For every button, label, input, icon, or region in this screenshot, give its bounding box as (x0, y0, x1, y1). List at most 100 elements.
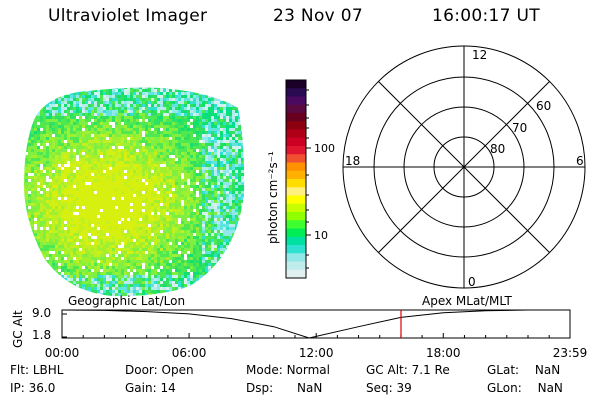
image-pixel (172, 251, 175, 254)
image-pixel (151, 122, 154, 125)
image-pixel (85, 260, 88, 263)
image-pixel (169, 209, 172, 212)
image-pixel (226, 152, 229, 155)
image-pixel (214, 176, 217, 179)
image-pixel (100, 140, 103, 143)
image-pixel (52, 149, 55, 152)
image-pixel (154, 278, 157, 281)
image-pixel (232, 152, 235, 155)
image-pixel (208, 257, 211, 260)
image-pixel (241, 251, 244, 254)
image-pixel (49, 248, 52, 251)
image-pixel (187, 257, 190, 260)
image-pixel (229, 176, 232, 179)
image-pixel (238, 206, 241, 209)
image-pixel (232, 164, 235, 167)
image-pixel (232, 227, 235, 230)
image-pixel (169, 215, 172, 218)
image-pixel (181, 200, 184, 203)
image-pixel (127, 170, 130, 173)
image-pixel (106, 245, 109, 248)
image-pixel (142, 104, 145, 107)
image-pixel (247, 245, 250, 248)
image-pixel (184, 194, 187, 197)
image-pixel (91, 107, 94, 110)
image-pixel (115, 161, 118, 164)
image-pixel (34, 251, 37, 254)
image-pixel (223, 146, 226, 149)
image-pixel (166, 161, 169, 164)
image-pixel (118, 116, 121, 119)
image-pixel (229, 251, 232, 254)
image-pixel (142, 185, 145, 188)
image-pixel (97, 278, 100, 281)
image-pixel (175, 200, 178, 203)
image-pixel (67, 269, 70, 272)
image-pixel (91, 266, 94, 269)
image-pixel (202, 92, 205, 95)
image-pixel (64, 89, 67, 92)
image-pixel (97, 167, 100, 170)
image-pixel (172, 113, 175, 116)
image-pixel (76, 173, 79, 176)
image-pixel (142, 188, 145, 191)
image-pixel (37, 143, 40, 146)
image-pixel (178, 218, 181, 221)
image-pixel (235, 227, 238, 230)
image-pixel (214, 140, 217, 143)
image-pixel (109, 119, 112, 122)
image-pixel (52, 203, 55, 206)
image-pixel (142, 176, 145, 179)
image-pixel (124, 239, 127, 242)
image-pixel (157, 176, 160, 179)
image-pixel (49, 275, 52, 278)
image-pixel (82, 161, 85, 164)
image-pixel (58, 125, 61, 128)
image-pixel (40, 146, 43, 149)
image-pixel (181, 203, 184, 206)
image-pixel (223, 179, 226, 182)
image-pixel (238, 122, 241, 125)
image-pixel (67, 146, 70, 149)
image-pixel (97, 155, 100, 158)
image-pixel (52, 188, 55, 191)
image-pixel (70, 134, 73, 137)
image-pixel (229, 122, 232, 125)
image-pixel (82, 194, 85, 197)
image-pixel (103, 197, 106, 200)
image-pixel (235, 188, 238, 191)
image-pixel (24, 215, 25, 218)
image-pixel (163, 272, 166, 275)
image-pixel (100, 164, 103, 167)
image-pixel (238, 215, 241, 218)
image-pixel (139, 170, 142, 173)
image-pixel (94, 122, 97, 125)
image-pixel (100, 113, 103, 116)
image-pixel (67, 173, 70, 176)
image-pixel (40, 191, 43, 194)
image-pixel (52, 260, 55, 263)
image-pixel (61, 218, 64, 221)
image-pixel (55, 281, 58, 284)
image-pixel (166, 110, 169, 113)
image-pixel (52, 275, 55, 278)
image-pixel (73, 119, 76, 122)
image-pixel (244, 149, 245, 152)
image-pixel (157, 152, 160, 155)
image-pixel (235, 179, 238, 182)
image-pixel (85, 245, 88, 248)
image-pixel (127, 155, 130, 158)
image-pixel (82, 116, 85, 119)
image-pixel (31, 275, 34, 278)
image-pixel (145, 191, 148, 194)
image-pixel (145, 206, 148, 209)
image-pixel (127, 95, 130, 98)
image-pixel (133, 167, 136, 170)
image-pixel (202, 227, 205, 230)
image-pixel (109, 155, 112, 158)
image-pixel (100, 236, 103, 239)
image-pixel (193, 242, 196, 245)
image-pixel (88, 143, 91, 146)
image-pixel (94, 158, 97, 161)
image-pixel (133, 194, 136, 197)
